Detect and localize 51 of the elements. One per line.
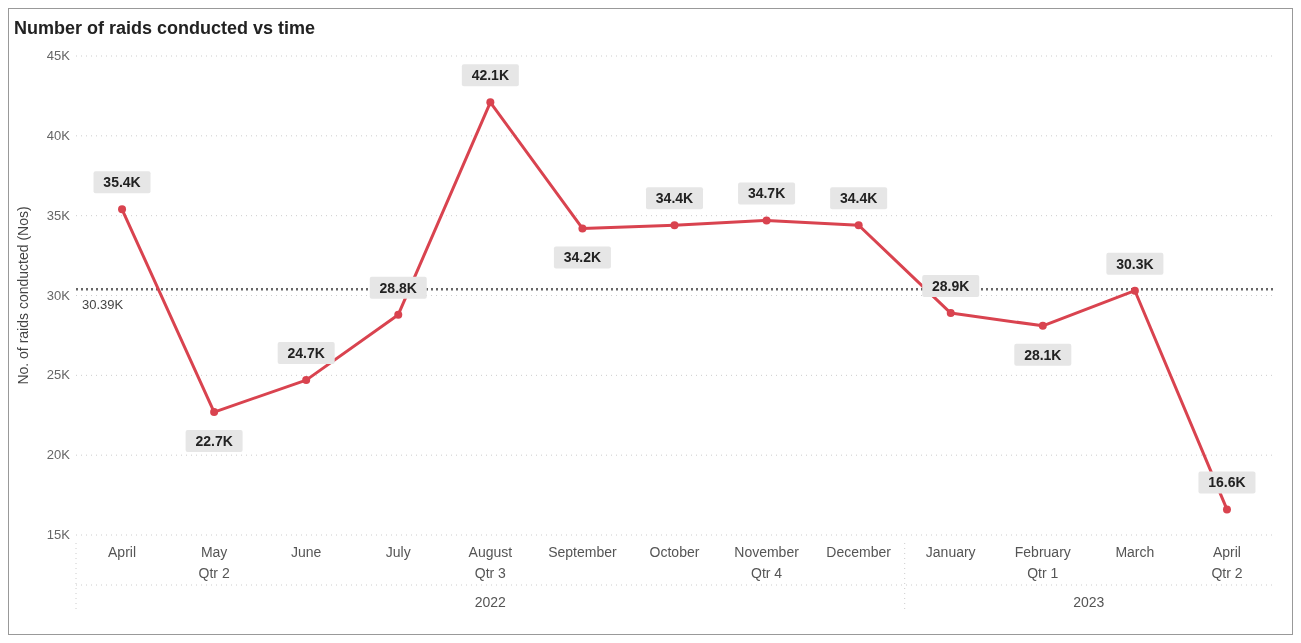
x-tick-label: July (385, 544, 411, 560)
x-tick-label: February Qtr 1 (1014, 544, 1071, 581)
data-label: 28.8K (379, 279, 417, 296)
y-tick-label: 25K (46, 367, 71, 383)
point (670, 221, 679, 230)
x-tick-label: December (826, 544, 892, 560)
data-label: 34.2K (563, 249, 602, 266)
data-label: 34.4K (839, 190, 878, 207)
data-label: 28.9K (932, 278, 970, 295)
y-tick-label: 15K (46, 527, 71, 542)
data-label: 28.1K (1024, 346, 1062, 363)
point (1038, 321, 1047, 330)
point (946, 309, 955, 318)
y-axis-title: No. of raids conducted (Nos) (15, 206, 31, 385)
text: 2023 (1073, 594, 1105, 610)
chart-title: Number of raids conducted vs time (14, 18, 316, 38)
x-tick-label: May Qtr 2 (198, 544, 230, 581)
y-tick-label: 30K (46, 287, 71, 303)
data-label: 35.4K (103, 174, 141, 191)
data-label: 42.1K (471, 67, 510, 84)
data-label: 30.3K (1116, 255, 1154, 272)
point (394, 310, 403, 319)
point (578, 224, 587, 233)
data-label: 34.4K (655, 190, 694, 207)
y-tick-label: 35K (46, 207, 71, 223)
y-tick-label: 40K (46, 127, 71, 143)
data-label: 16.6K (1208, 474, 1246, 491)
y-tick-label: 20K (46, 447, 71, 463)
point (118, 205, 127, 214)
data-label: 34.7K (747, 185, 786, 202)
point (1130, 286, 1139, 295)
point (1222, 505, 1231, 514)
point (762, 216, 771, 225)
x-tick-label: March (1115, 544, 1155, 560)
point (486, 98, 495, 107)
x-tick-label: January (925, 544, 976, 560)
point (854, 221, 863, 230)
y-tick-label: 45K (46, 48, 71, 63)
x-tick-label: June (291, 544, 322, 560)
x-tick-label: September (548, 544, 617, 560)
x-tick-label: October (649, 544, 700, 560)
x-tick-label: November Qtr 4 (734, 544, 800, 581)
data-label: 22.7K (195, 433, 233, 450)
ref-line-label: 30.39K (82, 297, 124, 313)
data-label: 24.7K (287, 345, 325, 362)
x-tick-label: August Qtr 3 (468, 544, 513, 581)
point (210, 408, 219, 417)
point (302, 376, 311, 385)
x-tick-label: April Qtr 2 (1211, 544, 1243, 581)
x-tick-label: April (108, 544, 137, 560)
text: 2022 (474, 594, 507, 610)
